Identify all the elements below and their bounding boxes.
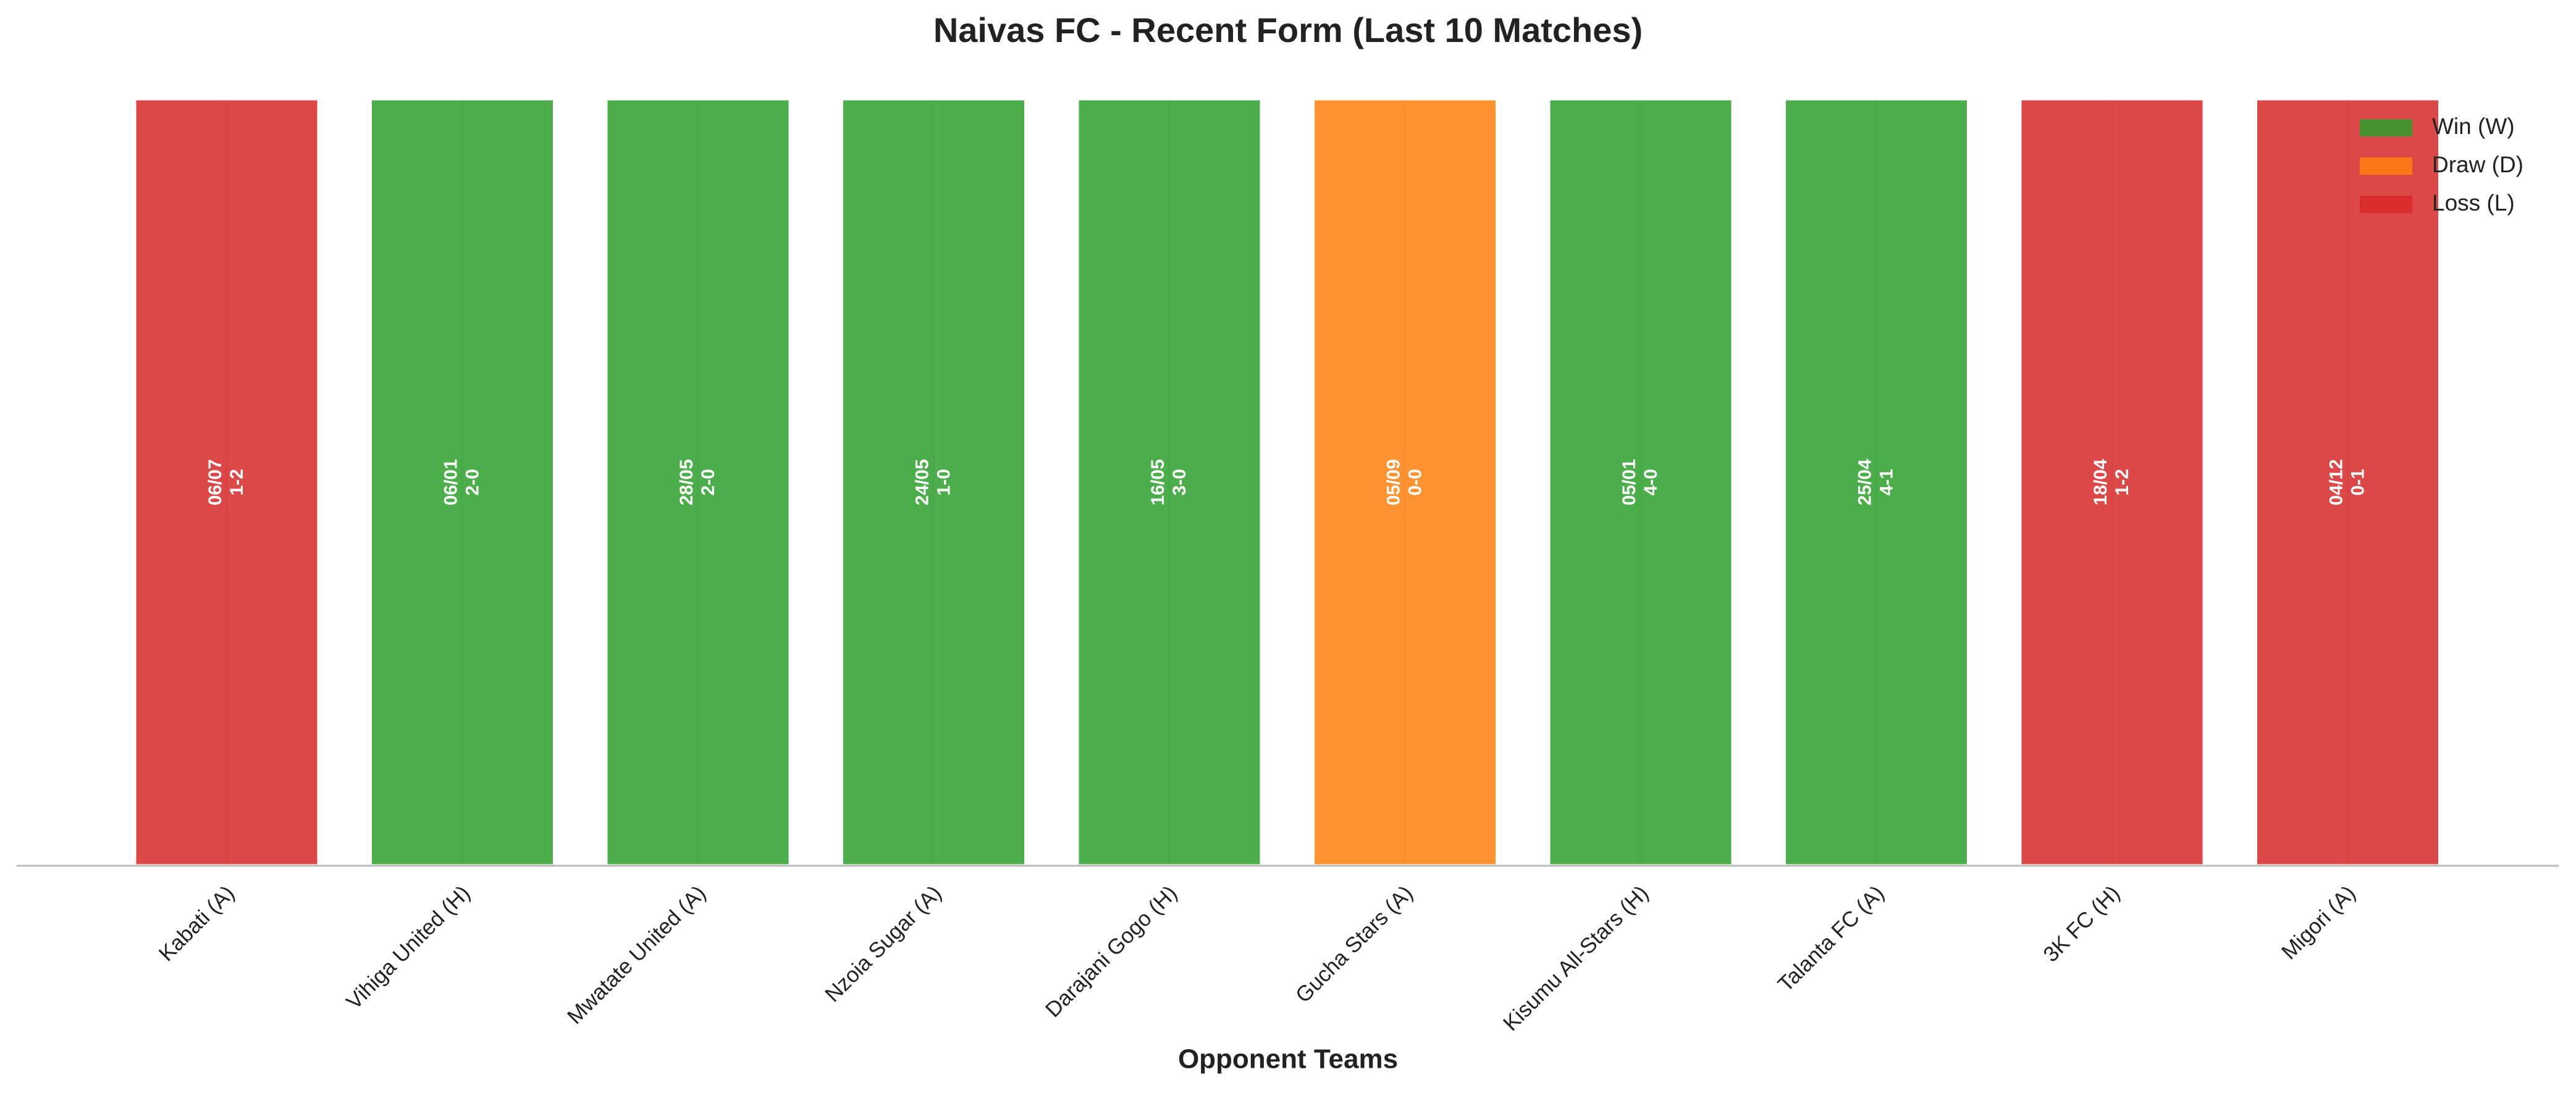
bar [2254, 97, 2441, 868]
x-tick-label: Darajani Gogo (H) [1041, 881, 1182, 1022]
bar [2018, 97, 2206, 868]
bar-score-label: 1-0 [933, 469, 954, 495]
bar [1311, 97, 1499, 868]
bar [133, 97, 321, 868]
chart-title: Naivas FC - Recent Form (Last 10 Matches… [933, 10, 1643, 49]
bar-score-label: 4-1 [1876, 469, 1896, 495]
bar-date-label: 18/04 [2090, 459, 2111, 505]
bar-date-label: 24/05 [912, 459, 932, 505]
bar [840, 97, 1027, 868]
bar-score-label: 1-2 [2112, 469, 2132, 495]
legend-swatch [2360, 196, 2412, 213]
x-tick-label: Mwatate United (A) [563, 881, 710, 1029]
x-tick-label: Kabati (A) [154, 881, 240, 966]
x-tick-label: Nzoia Sugar (A) [820, 881, 946, 1007]
bar-date-label: 05/01 [1619, 459, 1639, 505]
legend-swatch [2360, 157, 2412, 175]
legend: Win (W) Draw (D) Loss (L) [2360, 114, 2523, 216]
bar-score-label: 2-0 [462, 469, 482, 495]
legend-label: Draw (D) [2432, 152, 2523, 177]
bar-date-label: 25/04 [1854, 459, 1875, 505]
x-tick-label: 3K FC (H) [2039, 881, 2124, 967]
bar [1547, 97, 1735, 868]
legend-label: Loss (L) [2432, 190, 2515, 216]
bar [1075, 97, 1263, 868]
bar-date-label: 06/07 [205, 459, 225, 505]
x-tick-label: Gucha Stars (A) [1291, 881, 1418, 1008]
x-tick-label: Kisumu All-Stars (H) [1499, 881, 1653, 1036]
x-tick-label: Migori (A) [2277, 881, 2360, 965]
bar-date-label: 06/01 [440, 459, 461, 505]
bar [1783, 97, 1970, 868]
bar [369, 97, 556, 868]
bar-score-label: 4-0 [1641, 469, 1661, 495]
legend-swatch [2360, 119, 2412, 136]
x-axis-label: Opponent Teams [1178, 1044, 1398, 1074]
bar-score-label: 2-0 [698, 469, 718, 495]
bar-date-label: 16/05 [1148, 459, 1168, 505]
legend-label: Win (W) [2432, 114, 2515, 139]
bar-score-label: 3-0 [1169, 469, 1190, 495]
bar-date-label: 05/09 [1383, 459, 1404, 505]
x-tick-label: Vihiga United (H) [342, 881, 475, 1015]
bar-date-label: 04/12 [2326, 459, 2346, 505]
x-tick-label: Talanta FC (A) [1774, 881, 1889, 997]
bar-date-label: 28/05 [676, 459, 697, 505]
bar-score-label: 0-1 [2347, 469, 2368, 495]
bar-score-label: 1-2 [227, 469, 247, 495]
bar-score-label: 0-0 [1405, 469, 1425, 495]
